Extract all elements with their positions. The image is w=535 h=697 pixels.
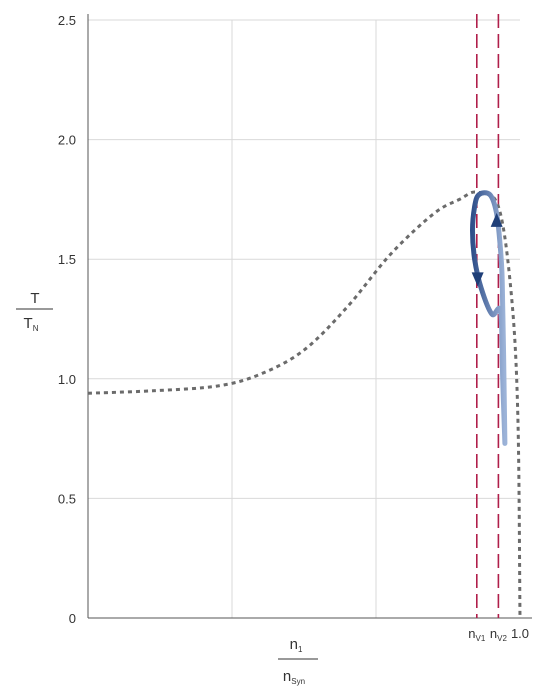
x-tick-labels: nV1 nV2 1.0 xyxy=(468,626,529,643)
y-tick-labels: 0 0.5 1.0 1.5 2.0 2.5 xyxy=(58,13,76,626)
axes xyxy=(88,14,532,618)
y-axis-denominator: TN xyxy=(24,315,39,333)
x-axis-label: n1 nSyn xyxy=(278,636,318,686)
y-axis-numerator: T xyxy=(30,290,39,307)
x-axis-denominator: nSyn xyxy=(283,668,305,686)
x-tick-label: nV2 xyxy=(490,626,508,643)
y-tick-label: 0 xyxy=(69,611,76,626)
torque-curve xyxy=(88,192,520,618)
x-tick-label: 1.0 xyxy=(511,626,529,641)
grid-lines xyxy=(88,20,520,618)
x-axis-numerator: n1 xyxy=(290,636,303,654)
x-tick-label: nV1 xyxy=(468,626,486,643)
y-tick-label: 2.5 xyxy=(58,13,76,28)
y-tick-label: 1.5 xyxy=(58,252,76,267)
y-tick-label: 2.0 xyxy=(58,133,76,148)
y-tick-label: 0.5 xyxy=(58,491,76,506)
y-tick-label: 1.0 xyxy=(58,372,76,387)
y-axis-label: T TN xyxy=(16,290,53,333)
